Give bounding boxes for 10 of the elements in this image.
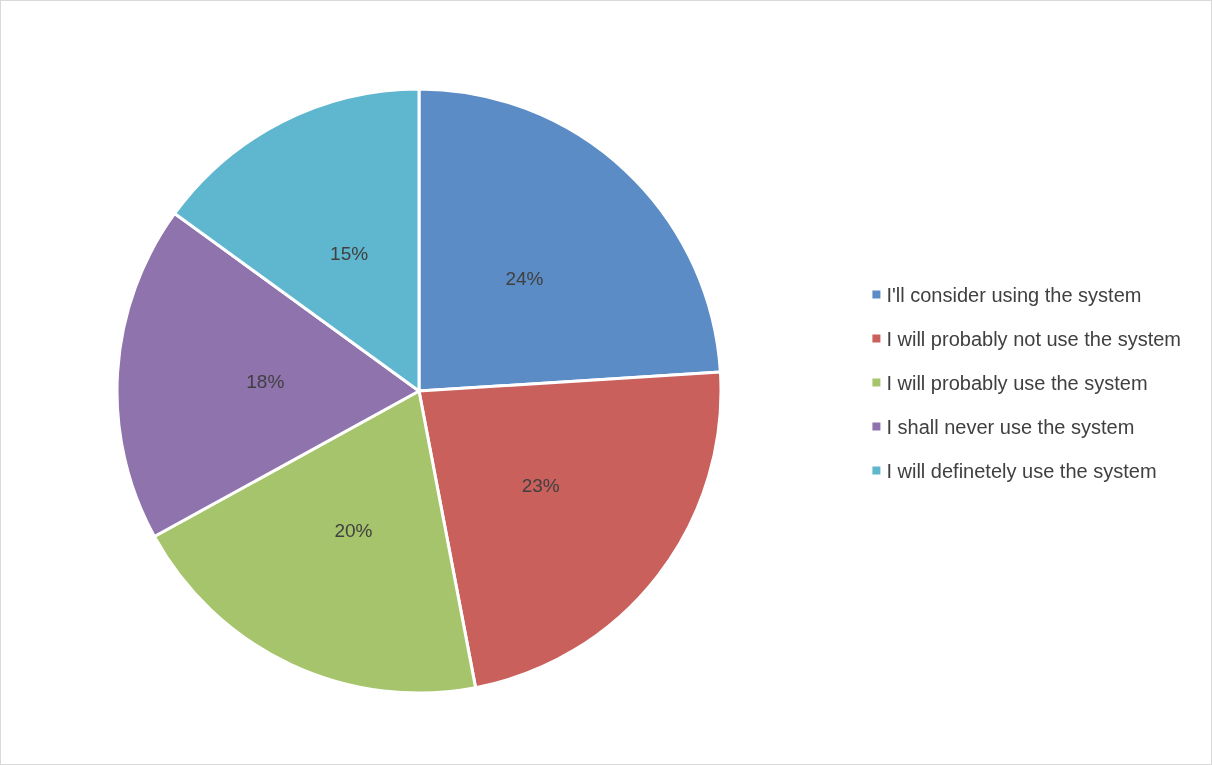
legend-label: I'll consider using the system (886, 283, 1142, 306)
legend-label: I will probably use the system (886, 371, 1148, 394)
data-label: 20% (334, 519, 373, 541)
data-label: 15% (330, 243, 369, 265)
data-label: 18% (246, 370, 285, 392)
legend-label: I will probably not use the system (886, 327, 1182, 350)
legend-label: I will definetely use the system (886, 459, 1157, 482)
data-label: 23% (521, 474, 560, 496)
data-label: 24% (505, 268, 544, 290)
legend-label: I shall never use the system (886, 415, 1135, 438)
